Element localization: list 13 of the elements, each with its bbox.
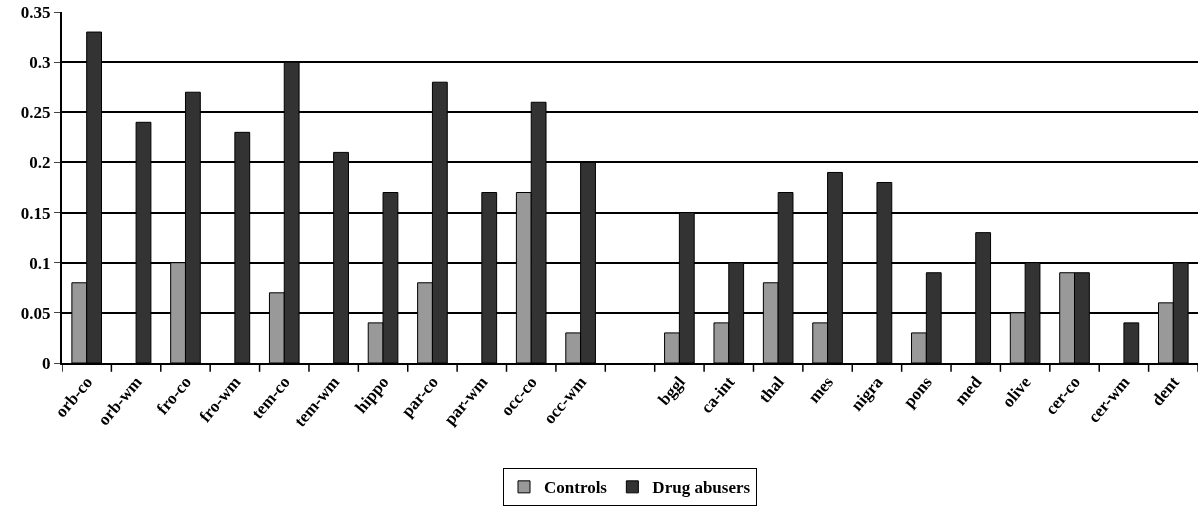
legend-label: Controls xyxy=(544,478,608,498)
y-tick-label: 0.1 xyxy=(29,253,51,273)
x-tick-label: thal xyxy=(754,372,788,407)
y-tick-label: 0 xyxy=(42,353,51,373)
y-tick-label: 0.35 xyxy=(20,2,51,22)
x-tick-label: mes xyxy=(804,372,838,407)
y-tick-label: 0.2 xyxy=(29,153,51,173)
y-tick-label: 0.05 xyxy=(20,303,51,323)
y-tick-label: 0.3 xyxy=(29,53,51,73)
y-tick-label: 0.25 xyxy=(20,103,51,123)
y-tick-label: 0.15 xyxy=(20,203,51,223)
legend-label: Drug abusers xyxy=(652,478,751,498)
x-tick-label: dent xyxy=(1147,372,1184,410)
